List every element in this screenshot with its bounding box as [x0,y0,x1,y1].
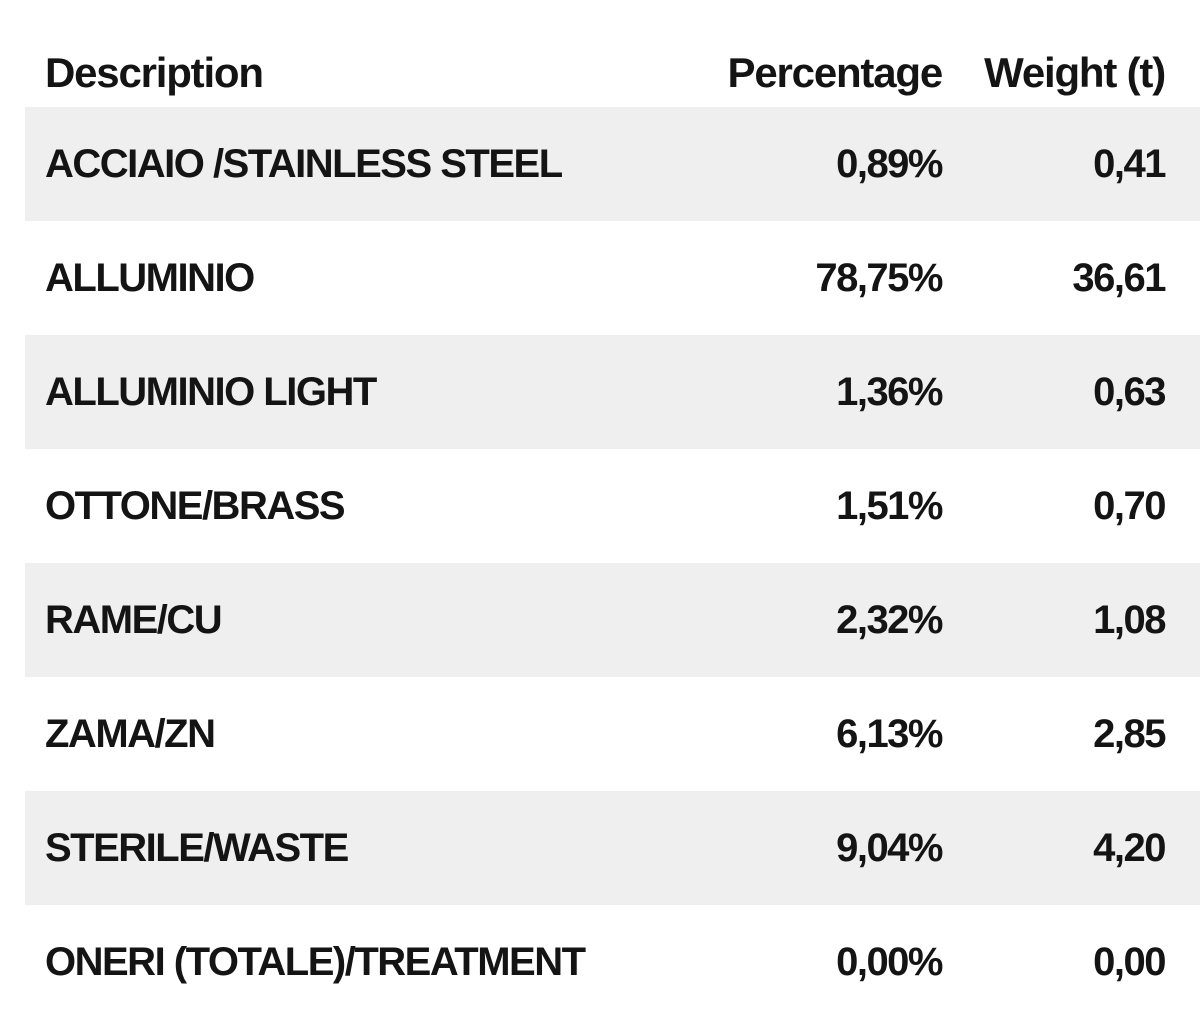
row-weight: 4,20 [1093,825,1166,870]
table-row: STERILE/WASTE 9,04% 4,20 [25,791,1200,905]
row-description: ALLUMINIO LIGHT [45,369,377,414]
row-percentage: 1,51% [836,483,943,528]
table-row: ZAMA/ZN 6,13% 2,85 [25,677,1200,791]
row-description: ONERI (TOTALE)/TREATMENT [45,939,586,984]
header-percentage: Percentage [727,49,944,96]
table-header-row: Description Percentage Weight (t) [25,0,1200,107]
row-description: OTTONE/BRASS [45,483,346,528]
row-percentage: 2,32% [836,597,943,642]
row-description: ZAMA/ZN [45,711,216,756]
row-weight: 0,63 [1093,369,1166,414]
row-description: ALLUMINIO [45,255,255,300]
table-row: ALLUMINIO LIGHT 1,36% 0,63 [25,335,1200,449]
row-description: RAME/CU [45,597,223,642]
header-weight: Weight (t) [984,49,1166,96]
row-weight: 1,08 [1093,597,1166,642]
materials-table: Description Percentage Weight (t) ACCIAI… [25,0,1200,1019]
row-weight: 0,70 [1093,483,1166,528]
row-weight: 0,00 [1093,939,1166,984]
table-row: RAME/CU 2,32% 1,08 [25,563,1200,677]
row-weight: 2,85 [1093,711,1166,756]
row-percentage: 1,36% [836,369,943,414]
row-percentage: 9,04% [836,825,943,870]
table-row: ONERI (TOTALE)/TREATMENT 0,00% 0,00 [25,905,1200,1019]
row-description: ACCIAIO /STAINLESS STEEL [45,141,563,186]
row-percentage: 78,75% [815,255,943,300]
table-row: OTTONE/BRASS 1,51% 0,70 [25,449,1200,563]
row-weight: 36,61 [1072,255,1166,300]
header-description: Description [45,49,264,96]
row-weight: 0,41 [1093,141,1166,186]
table-row: ALLUMINIO 78,75% 36,61 [25,221,1200,335]
row-percentage: 0,00% [836,939,943,984]
row-description: STERILE/WASTE [45,825,349,870]
row-percentage: 6,13% [836,711,943,756]
row-percentage: 0,89% [836,141,943,186]
table-row: ACCIAIO /STAINLESS STEEL 0,89% 0,41 [25,107,1200,221]
